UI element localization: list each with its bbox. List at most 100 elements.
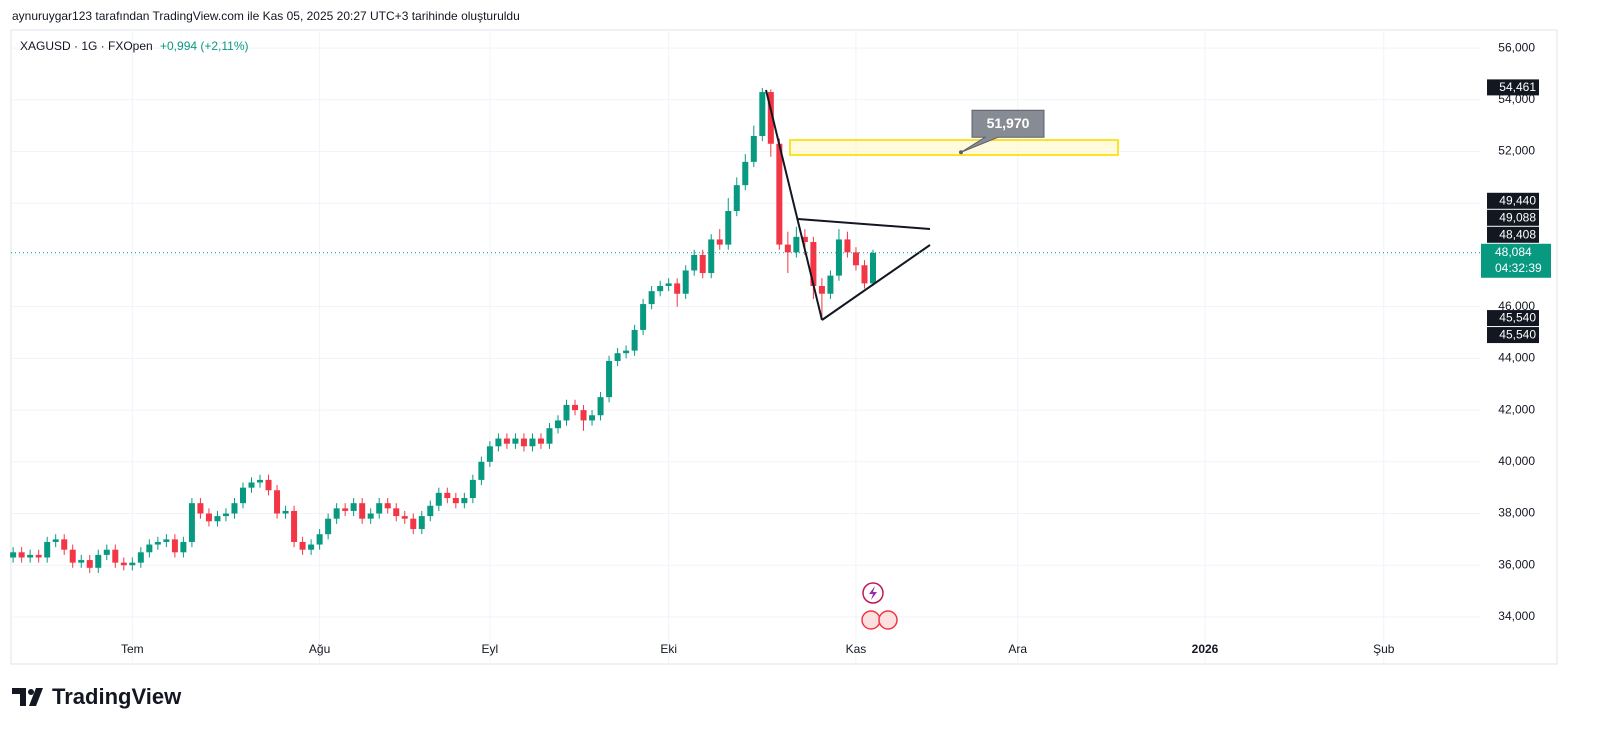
candle-body	[239, 487, 246, 504]
y-tick-label: 38,000	[1498, 506, 1535, 520]
candle-body	[248, 482, 255, 488]
y-tick-label: 34,000	[1498, 609, 1535, 623]
candle-body	[427, 505, 434, 517]
candle-body	[759, 92, 766, 137]
marks	[10, 87, 876, 573]
x-tick-label: Kas	[846, 642, 867, 656]
candle-body	[520, 438, 527, 447]
candle-body	[18, 552, 25, 558]
candle-body	[563, 404, 570, 421]
plot-frame	[10, 29, 1558, 665]
caption: aynuruygar123 tarafından TradingView.com…	[12, 9, 520, 23]
candle-body	[61, 539, 68, 550]
candle-body	[793, 236, 800, 253]
candle-body	[188, 503, 195, 542]
candle-body	[257, 479, 264, 483]
logo-mark	[12, 688, 26, 706]
candle-body	[861, 265, 868, 284]
x-tick-label: 2026	[1192, 642, 1219, 656]
candle-body	[699, 254, 706, 274]
candle-body	[10, 552, 17, 558]
candle-body	[86, 560, 93, 568]
price-tag-label: 45,540	[1499, 311, 1536, 325]
callout-anchor	[959, 150, 963, 155]
candle-body	[44, 541, 51, 558]
grid	[11, 30, 1480, 664]
x-tick-label: Ara	[1008, 642, 1027, 656]
candle-body	[52, 539, 59, 542]
y-tick-label: 52,000	[1498, 144, 1535, 158]
candle-body	[512, 438, 519, 444]
brand-logo: TradingView	[12, 684, 182, 709]
candle-body	[350, 503, 357, 511]
event-icon	[861, 610, 881, 630]
candle-body	[674, 283, 681, 294]
x-tick-label: Eki	[660, 642, 677, 656]
logo-mark	[29, 688, 43, 706]
candle-body	[580, 410, 587, 421]
candle-body	[163, 539, 170, 542]
candle-body	[180, 541, 187, 553]
candle-body	[103, 549, 110, 555]
candle-body	[537, 438, 544, 444]
brand-name: TradingView	[52, 684, 182, 709]
candle-body	[222, 513, 229, 517]
candle-body	[546, 428, 553, 444]
price-tag	[1487, 226, 1539, 243]
candle-body	[376, 503, 383, 514]
countdown-label: 04:32:39	[1495, 261, 1542, 275]
callout-label: 51,970	[987, 115, 1030, 131]
candle-body	[640, 304, 647, 330]
candle-body	[469, 479, 476, 499]
legend-change: +0,994 (+2,11%)	[160, 39, 249, 53]
price-tag	[1487, 310, 1539, 327]
candle-body	[393, 508, 400, 517]
candle-body	[835, 239, 842, 276]
candle-body	[214, 516, 221, 522]
candle-body	[648, 291, 655, 305]
candle-body	[852, 252, 859, 266]
candle-body	[810, 242, 817, 286]
y-tick-label: 54,000	[1498, 92, 1535, 106]
candle-body	[503, 438, 510, 444]
x-tick-label: Eyl	[482, 642, 499, 656]
candle-body	[171, 539, 178, 553]
candle-body	[725, 210, 732, 245]
candle-body	[554, 420, 561, 429]
y-tick-label: 56,000	[1498, 40, 1535, 54]
candle-body	[682, 270, 689, 294]
candle-body	[623, 350, 630, 354]
candle-body	[495, 438, 502, 447]
candle-body	[597, 397, 604, 416]
candle-body	[444, 492, 451, 499]
price-tag-label: 45,540	[1499, 328, 1536, 342]
candle-body	[35, 554, 42, 558]
candle-body	[869, 252, 876, 284]
price-tag-label: 54,461	[1499, 80, 1536, 94]
candle-body	[137, 552, 144, 563]
candle-body	[146, 544, 153, 553]
candle-body	[197, 503, 204, 514]
candle-body	[614, 353, 621, 361]
candle-body	[461, 498, 468, 504]
candle-body	[767, 92, 774, 144]
trend-line	[821, 244, 931, 321]
candle-body	[827, 275, 834, 294]
y-tick-label: 40,000	[1498, 454, 1535, 468]
zone-rectangle	[789, 139, 1119, 156]
candle-body	[708, 239, 715, 274]
candle-body	[316, 534, 323, 545]
candle-body	[69, 549, 76, 563]
x-tick-label: Tem	[121, 642, 144, 656]
candle-body	[750, 136, 757, 162]
last-price-box	[1481, 243, 1551, 278]
candle-body	[818, 285, 825, 294]
price-tag-label: 49,440	[1499, 193, 1536, 207]
candle-body	[265, 479, 272, 491]
candle-body	[733, 185, 740, 211]
candle-body	[333, 508, 340, 519]
price-tag-label: 48,408	[1499, 227, 1536, 241]
legend-symbol: XAGUSD · 1G · FXOpen	[20, 39, 153, 53]
